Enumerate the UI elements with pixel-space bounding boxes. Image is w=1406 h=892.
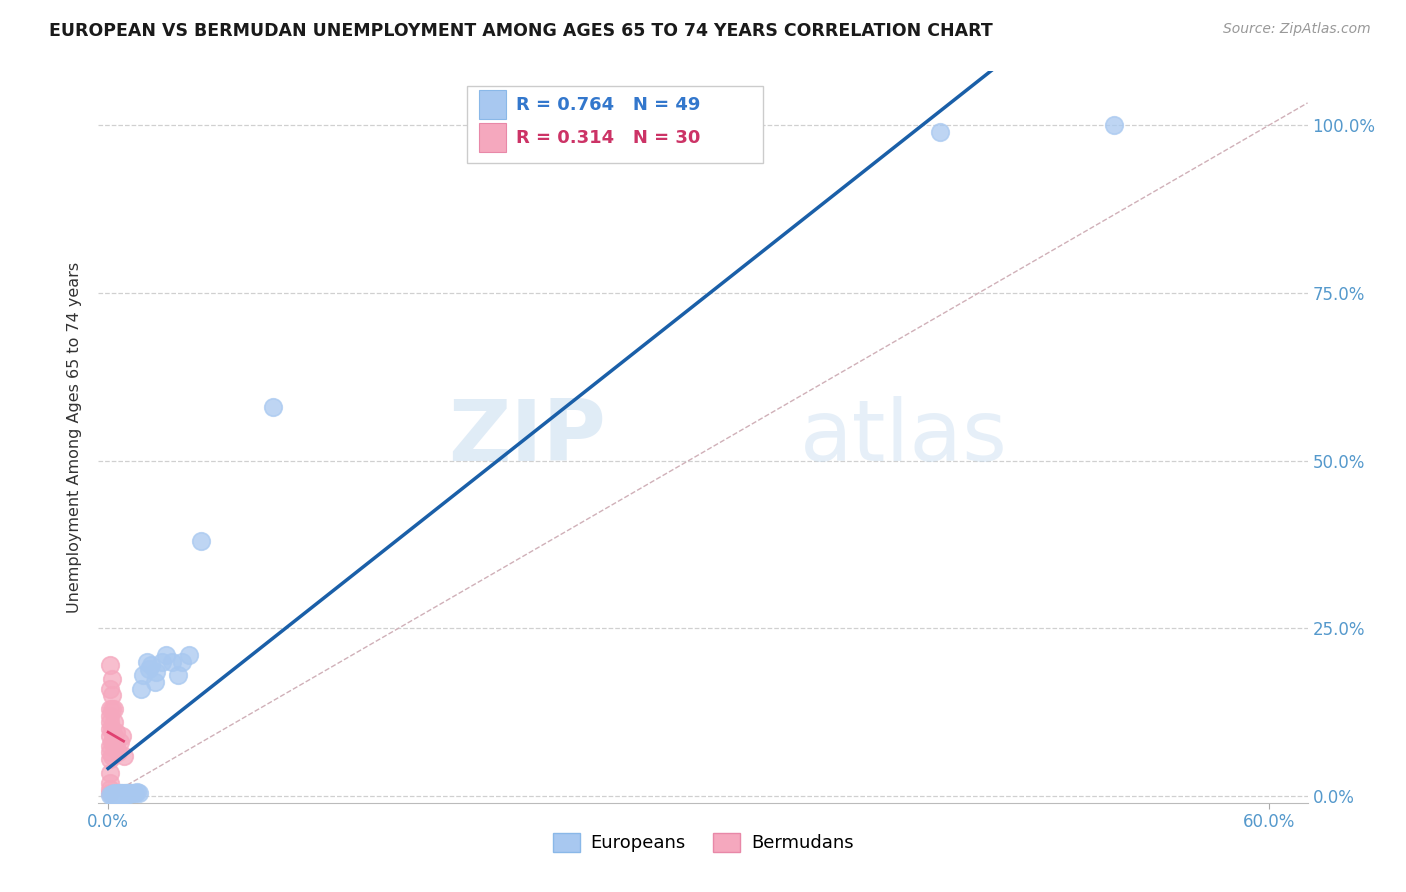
Legend: Europeans, Bermudans: Europeans, Bermudans (546, 826, 860, 860)
Point (143, 675, 166, 690)
Point (108, 787, 131, 801)
Point (103, 788, 125, 802)
Point (101, 735, 124, 749)
Text: ZIP: ZIP (449, 395, 606, 479)
Point (122, 786, 145, 800)
Point (135, 655, 157, 669)
Point (1102, 118, 1125, 132)
Point (166, 668, 188, 682)
Point (98, 746, 121, 760)
Point (103, 787, 125, 801)
Point (101, 722, 124, 736)
Point (101, 788, 124, 802)
Y-axis label: Unemployment Among Ages 65 to 74 years: Unemployment Among Ages 65 to 74 years (67, 261, 83, 613)
Point (118, 787, 141, 801)
Point (139, 658, 162, 673)
Text: EUROPEAN VS BERMUDAN UNEMPLOYMENT AMONG AGES 65 TO 74 YEARS CORRELATION CHART: EUROPEAN VS BERMUDAN UNEMPLOYMENT AMONG … (49, 22, 993, 40)
Point (104, 739, 127, 753)
Point (101, 672, 124, 686)
Point (98, 722, 121, 736)
Point (124, 786, 146, 800)
Text: atlas: atlas (800, 395, 1008, 479)
Text: R = 0.314   N = 30: R = 0.314 N = 30 (516, 129, 700, 147)
Point (101, 702, 124, 716)
Point (107, 786, 129, 800)
Point (98, 786, 121, 800)
Point (155, 648, 177, 662)
Point (150, 655, 173, 669)
Point (107, 746, 129, 760)
Point (128, 786, 150, 800)
Point (117, 786, 139, 800)
Point (111, 787, 134, 801)
Point (104, 788, 127, 802)
Point (98, 752, 121, 766)
Point (145, 665, 167, 679)
Point (262, 400, 284, 414)
Point (160, 655, 183, 669)
Point (98, 681, 121, 696)
FancyBboxPatch shape (467, 86, 763, 163)
Point (114, 786, 136, 800)
FancyBboxPatch shape (479, 90, 506, 119)
Point (112, 786, 135, 800)
Point (190, 534, 212, 549)
Point (138, 662, 160, 676)
Point (107, 788, 129, 802)
Point (98, 775, 121, 789)
Point (132, 668, 155, 682)
Point (108, 787, 131, 801)
Point (108, 786, 131, 800)
Point (120, 786, 142, 800)
Point (111, 786, 134, 800)
Point (129, 681, 152, 696)
Point (104, 725, 127, 739)
Point (127, 785, 149, 799)
Point (98, 788, 121, 802)
Point (98, 702, 121, 716)
Point (108, 735, 131, 749)
Point (111, 788, 134, 802)
Point (104, 787, 127, 801)
Point (112, 748, 135, 763)
Point (716, 118, 738, 132)
Point (98, 658, 121, 673)
Point (98, 739, 121, 753)
Point (929, 125, 952, 139)
Point (103, 702, 125, 716)
Point (98, 708, 121, 723)
Point (108, 786, 131, 800)
Point (114, 787, 136, 801)
Point (101, 735, 124, 749)
Point (98, 715, 121, 730)
Point (98, 782, 121, 797)
Point (101, 748, 124, 763)
Point (179, 648, 201, 662)
Point (112, 787, 135, 801)
Point (117, 786, 139, 800)
Point (98, 729, 121, 743)
FancyBboxPatch shape (479, 123, 506, 152)
Point (107, 787, 129, 801)
Point (170, 655, 193, 669)
Point (103, 715, 125, 730)
Text: R = 0.764   N = 49: R = 0.764 N = 49 (516, 96, 700, 114)
Point (103, 786, 125, 800)
Point (103, 729, 125, 743)
Point (101, 787, 124, 801)
Point (118, 786, 141, 800)
Point (101, 689, 124, 703)
Text: Source: ZipAtlas.com: Source: ZipAtlas.com (1223, 22, 1371, 37)
Point (98, 765, 121, 780)
Point (111, 729, 134, 743)
